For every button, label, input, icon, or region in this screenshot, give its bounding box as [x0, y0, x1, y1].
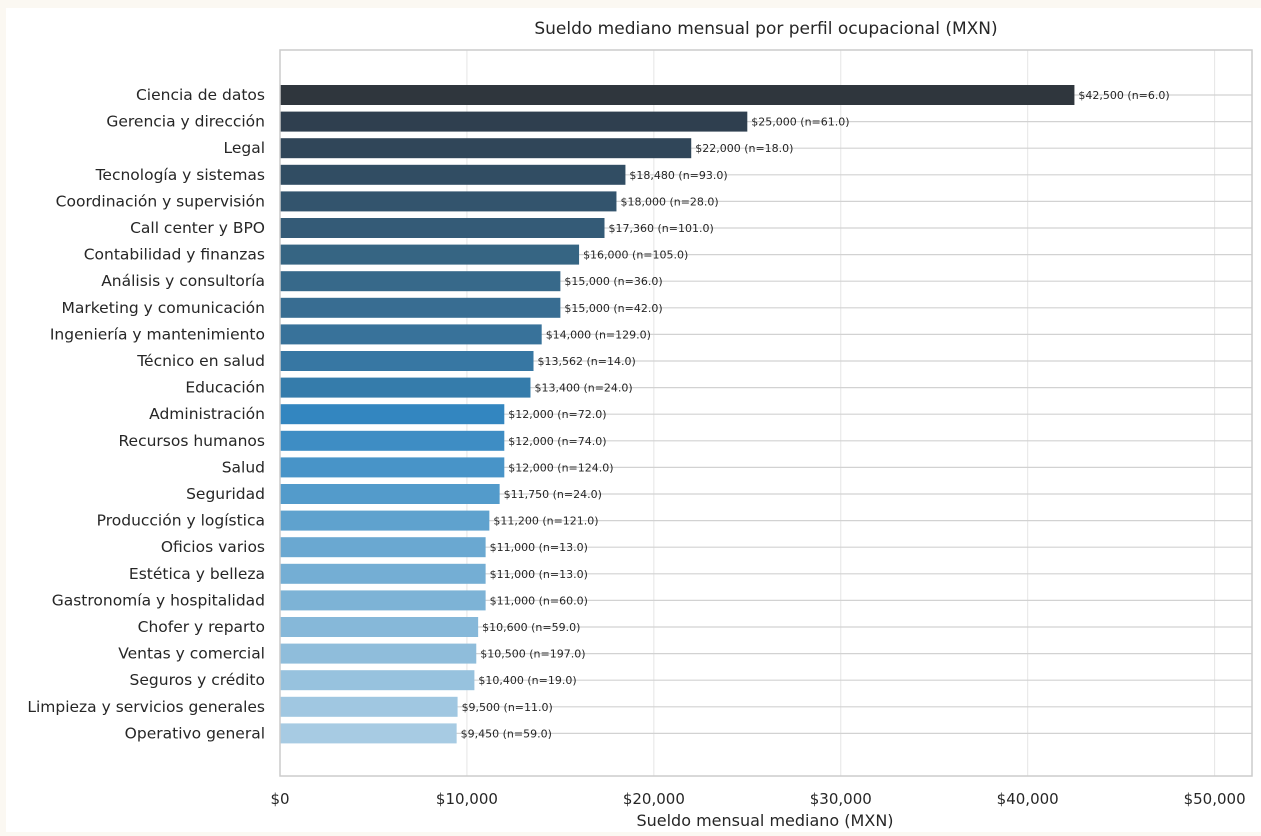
category-label: Tecnología y sistemas	[95, 166, 265, 184]
category-label: Oficios varios	[161, 538, 265, 556]
category-label: Análisis y consultoría	[101, 272, 265, 290]
chart-title: Sueldo mediano mensual por perfil ocupac…	[534, 19, 997, 39]
data-label: $13,562 (n=14.0)	[538, 355, 636, 368]
category-label: Recursos humanos	[118, 432, 265, 450]
bar	[280, 723, 457, 744]
category-label: Administración	[149, 405, 265, 423]
data-label: $9,500 (n=11.0)	[462, 701, 553, 714]
data-label: $25,000 (n=61.0)	[751, 116, 849, 129]
data-label: $22,000 (n=18.0)	[695, 142, 793, 155]
category-label: Seguridad	[186, 485, 265, 503]
bar	[280, 670, 475, 691]
bar	[280, 138, 692, 159]
x-axis-label: Sueldo mensual mediano (MXN)	[636, 811, 893, 830]
bar	[280, 404, 505, 425]
category-label: Gastronomía y hospitalidad	[52, 591, 265, 609]
category-label: Contabilidad y finanzas	[84, 246, 265, 264]
bar	[280, 484, 500, 504]
data-label: $10,400 (n=19.0)	[478, 674, 576, 687]
x-tick-label: $50,000	[1184, 790, 1246, 808]
category-label: Limpieza y servicios generales	[27, 698, 265, 716]
data-label: $16,000 (n=105.0)	[583, 249, 688, 262]
bar	[280, 351, 534, 371]
bar	[280, 218, 605, 238]
category-label: Salud	[222, 458, 265, 476]
category-label: Seguros y crédito	[130, 671, 265, 689]
data-label: $18,000 (n=28.0)	[620, 195, 718, 208]
bar	[280, 696, 458, 717]
bar	[280, 85, 1075, 105]
bar	[280, 377, 531, 398]
chart-page: Sueldo mediano mensual por perfil ocupac…	[6, 8, 1261, 832]
category-label: Coordinación y supervisión	[56, 192, 265, 210]
plot-frame	[279, 49, 1253, 777]
bar	[280, 510, 490, 531]
data-label: $11,000 (n=60.0)	[490, 594, 588, 607]
bar	[280, 430, 505, 451]
category-label: Producción y logística	[97, 512, 265, 530]
data-label: $11,000 (n=13.0)	[490, 568, 588, 581]
data-label: $10,500 (n=197.0)	[480, 648, 585, 661]
category-label: Legal	[223, 139, 265, 157]
category-label: Estética y belleza	[129, 565, 265, 583]
bar	[280, 563, 486, 584]
bar	[280, 324, 542, 345]
category-label: Técnico en salud	[136, 352, 265, 370]
bar	[280, 617, 479, 637]
data-label: $13,400 (n=24.0)	[534, 382, 632, 395]
x-axis-tick-labels: $0 $10,000 $20,000 $30,000 $40,000 $50,000	[270, 790, 1245, 808]
data-label: $12,000 (n=124.0)	[508, 461, 613, 474]
bar	[280, 111, 748, 132]
data-labels: $42,500 (n=6.0) $25,000 (n=61.0) $22,000 (…	[461, 89, 1170, 740]
data-label: $11,750 (n=24.0)	[504, 488, 602, 501]
data-label: $15,000 (n=42.0)	[564, 302, 662, 315]
category-label: Gerencia y dirección	[106, 113, 265, 131]
category-label: Operativo general	[125, 724, 265, 742]
x-tick-label: $10,000	[436, 790, 498, 808]
bar	[280, 244, 580, 265]
x-tick-label: $0	[270, 790, 289, 808]
category-label: Call center y BPO	[130, 219, 265, 237]
category-label: Ingeniería y mantenimiento	[50, 325, 265, 343]
data-label: $9,450 (n=59.0)	[461, 727, 552, 740]
x-tick-label: $20,000	[623, 790, 685, 808]
category-label: Ciencia de datos	[136, 86, 265, 104]
data-label: $12,000 (n=72.0)	[508, 408, 606, 421]
category-label: Marketing y comunicación	[62, 299, 266, 317]
x-tick-label: $30,000	[810, 790, 872, 808]
data-label: $10,600 (n=59.0)	[482, 621, 580, 634]
bars	[280, 85, 1075, 744]
bar	[280, 271, 561, 292]
data-label: $11,000 (n=13.0)	[490, 541, 588, 554]
data-label: $14,000 (n=129.0)	[546, 328, 651, 341]
bar	[280, 643, 477, 664]
bar	[280, 590, 486, 611]
bar	[280, 297, 561, 318]
bar	[280, 537, 486, 558]
bar	[280, 191, 617, 212]
data-label: $18,480 (n=93.0)	[629, 169, 727, 182]
bar	[280, 457, 505, 478]
data-label: $15,000 (n=36.0)	[564, 275, 662, 288]
data-label: $42,500 (n=6.0)	[1078, 89, 1169, 102]
category-label: Chofer y reparto	[138, 618, 265, 636]
data-label: $17,360 (n=101.0)	[608, 222, 713, 235]
category-label: Educación	[185, 379, 265, 397]
bar	[280, 164, 626, 185]
category-label: Ventas y comercial	[118, 645, 265, 663]
data-label: $11,200 (n=121.0)	[493, 515, 598, 528]
bar-chart: Sueldo mediano mensual por perfil ocupac…	[6, 8, 1261, 832]
y-axis-tick-labels: Ciencia de datos Gerencia y dirección Lega…	[27, 86, 265, 742]
data-label: $12,000 (n=74.0)	[508, 435, 606, 448]
x-tick-label: $40,000	[997, 790, 1059, 808]
